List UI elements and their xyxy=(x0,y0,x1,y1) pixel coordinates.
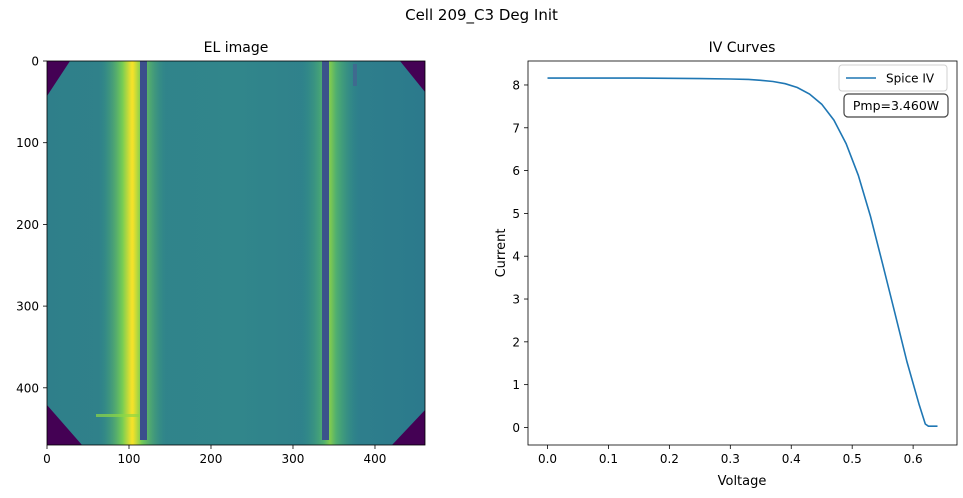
figure-title: Cell 209_C3 Deg Init xyxy=(405,6,558,24)
heatmap-bright-band-1 xyxy=(98,61,168,445)
iv-y-axis: 0 1 2 3 4 5 6 7 8 xyxy=(512,78,528,435)
el-image-frame xyxy=(46,60,426,446)
y-tick-label: 3 xyxy=(512,293,520,307)
y-tick-label: 1 xyxy=(512,378,520,392)
iv-x-axis-label: Voltage xyxy=(718,474,767,489)
heatmap-corner-br xyxy=(392,410,425,445)
y-tick-label: 4 xyxy=(512,250,520,264)
x-tick-label: 100 xyxy=(118,452,141,466)
iv-x-axis: 0.0 0.1 0.2 0.3 0.4 0.5 0.6 xyxy=(538,445,923,466)
el-image-y-axis: 0 100 200 300 400 xyxy=(16,55,47,395)
x-tick-label: 0.5 xyxy=(843,452,862,466)
x-tick-label: 0.2 xyxy=(660,452,679,466)
y-tick-label: 7 xyxy=(512,121,520,135)
y-tick-label: 300 xyxy=(16,300,39,314)
el-image-x-axis: 0 100 200 300 400 xyxy=(43,445,386,466)
x-tick-label: 0 xyxy=(43,452,51,466)
heatmap-mark xyxy=(353,64,357,86)
heatmap-busbar-2 xyxy=(322,61,329,440)
y-tick-label: 200 xyxy=(16,218,39,232)
x-tick-label: 0.3 xyxy=(721,452,740,466)
y-tick-label: 5 xyxy=(512,207,520,221)
pmp-annotation-box xyxy=(843,93,949,118)
y-tick-label: 100 xyxy=(16,136,39,150)
x-tick-label: 0.1 xyxy=(599,452,618,466)
x-tick-label: 400 xyxy=(364,452,387,466)
y-tick-label: 8 xyxy=(512,78,520,92)
x-tick-label: 0.4 xyxy=(782,452,801,466)
iv-legend: Spice IV xyxy=(838,64,948,92)
iv-plot-area xyxy=(528,61,957,445)
legend-label-spice-iv: Spice IV xyxy=(886,72,935,86)
iv-plot-frame xyxy=(527,60,958,446)
iv-y-axis-label: Current xyxy=(494,229,509,278)
x-tick-label: 300 xyxy=(282,452,305,466)
heatmap-corner-bl xyxy=(47,405,82,445)
el-image-heatmap xyxy=(47,61,425,445)
x-tick-label: 0.0 xyxy=(538,452,557,466)
heatmap-crack xyxy=(96,414,140,417)
y-tick-label: 0 xyxy=(31,55,39,69)
heatmap-corner-tr xyxy=(400,61,425,92)
y-tick-label: 400 xyxy=(16,381,39,395)
series-line-spice-iv xyxy=(547,77,938,428)
legend-box xyxy=(838,64,948,92)
el-image-panel: EL image 0 100 200 300 400 0 100 200 300 400 xyxy=(16,40,426,466)
y-tick-label: 0 xyxy=(512,421,520,435)
y-tick-label: 2 xyxy=(512,335,520,349)
x-tick-label: 0.6 xyxy=(904,452,923,466)
el-image-title: EL image xyxy=(204,40,269,56)
pmp-annotation-text: Pmp=3.460W xyxy=(853,98,939,113)
iv-curves-panel: IV Curves 0.0 0.1 0.2 0.3 0.4 0.5 0.6 0 1 2 3 4 5 6 7… xyxy=(494,40,958,489)
heatmap-bright-band-2 xyxy=(300,61,360,445)
heatmap-corner-tl xyxy=(47,61,70,96)
iv-curves-title: IV Curves xyxy=(709,40,776,56)
pmp-annotation: Pmp=3.460W xyxy=(843,93,949,118)
y-tick-label: 6 xyxy=(512,164,520,178)
heatmap-busbar-1 xyxy=(140,61,147,440)
x-tick-label: 200 xyxy=(200,452,223,466)
